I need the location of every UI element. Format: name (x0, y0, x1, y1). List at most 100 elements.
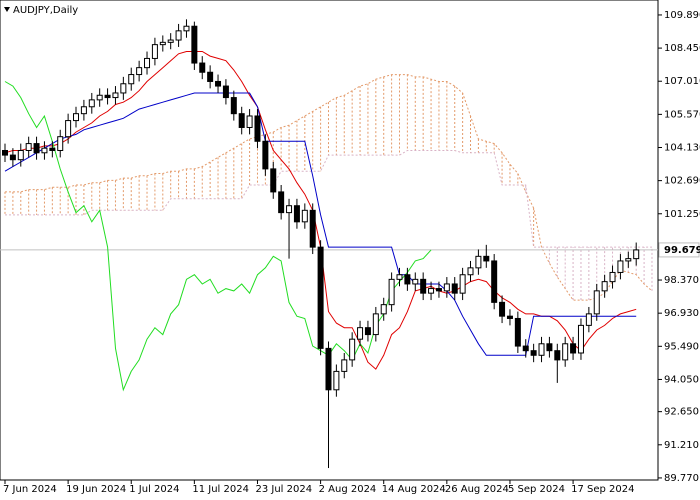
y-tick-label: 96.930 (664, 308, 699, 319)
candle-body (96, 94, 103, 101)
x-tick-label: 2 Aug 2024 (319, 484, 377, 495)
candle-body (562, 343, 569, 361)
candle-body (88, 99, 95, 108)
candle-body (25, 143, 32, 151)
x-tick-label: 26 Aug 2024 (445, 484, 509, 495)
candle-body (522, 345, 529, 352)
candle-body (270, 168, 277, 193)
candle-body (585, 313, 592, 326)
candle-body (309, 209, 316, 248)
candle-body (207, 71, 214, 82)
candle-body (601, 281, 608, 292)
candle-body (491, 260, 498, 303)
candle-body (191, 25, 198, 64)
x-tick-label: 19 Jun 2024 (66, 484, 126, 495)
candle-body (9, 154, 16, 161)
candle-body (475, 255, 482, 269)
candle-body (278, 191, 285, 214)
candle-body (396, 274, 403, 280)
y-tick-label: 109.890 (664, 10, 700, 21)
candle-body (246, 115, 253, 128)
candle-body (175, 30, 182, 41)
candle-body (577, 324, 584, 354)
candle-body (293, 205, 300, 223)
candle-body (546, 343, 553, 352)
cloud-span-b (5, 150, 652, 248)
y-tick-label: 98.370 (664, 275, 699, 286)
candle-body (617, 260, 624, 273)
y-tick-label: 107.010 (664, 76, 700, 87)
x-tick-label: 23 Jul 2024 (255, 484, 312, 495)
y-tick-label: 102.690 (664, 176, 700, 187)
title-icon (4, 7, 10, 12)
candle-body (609, 271, 616, 283)
candle-body (554, 350, 561, 361)
y-tick-label: 89.770 (664, 473, 699, 484)
y-tick-label: 104.130 (664, 142, 700, 153)
candle-body (380, 304, 387, 315)
candle-body (57, 136, 64, 151)
candle-body (238, 113, 245, 128)
candle-body (73, 113, 80, 122)
candle-body (41, 147, 48, 154)
plot-frame (0, 0, 659, 481)
candle-body (530, 350, 537, 356)
y-tick-label: 101.250 (664, 209, 700, 220)
candle-body (317, 246, 324, 349)
candle-body (199, 62, 206, 73)
candle-body (633, 249, 640, 260)
x-tick-label: 14 Aug 2024 (382, 484, 446, 495)
candle-body (167, 39, 174, 43)
candle-body (286, 205, 293, 214)
candle-body (443, 283, 450, 292)
x-tick-label: 11 Jul 2024 (192, 484, 249, 495)
price-label: 99.679 (664, 245, 700, 256)
y-tick-label: 105.570 (664, 109, 700, 120)
x-tick-label: 17 Sep 2024 (571, 484, 634, 495)
candle-body (325, 347, 332, 391)
x-tick-label: 1 Jul 2024 (129, 484, 179, 495)
candle-body (230, 97, 237, 115)
candle-body (538, 343, 545, 356)
candle-body (333, 370, 340, 391)
price-label-box (658, 242, 700, 258)
indicator-line (4, 92, 637, 356)
candle-body (428, 288, 435, 294)
x-tick-label: 5 Sep 2024 (508, 484, 565, 495)
y-tick-label: 91.210 (664, 440, 699, 451)
candle-body (183, 25, 190, 32)
candle-body (404, 274, 411, 285)
candle-body (144, 57, 151, 69)
candle-body (17, 149, 24, 161)
candle-body (435, 288, 442, 292)
candle-body (388, 278, 395, 306)
candle-body (357, 327, 364, 340)
candle-body (364, 327, 371, 336)
candle-body (151, 44, 158, 59)
y-tick-label: 95.490 (664, 341, 699, 352)
candle-body (112, 92, 119, 99)
candle-body (33, 143, 40, 154)
y-tick-label: 94.050 (664, 374, 699, 385)
candle-body (262, 140, 269, 170)
candle-body (254, 115, 261, 142)
candle-body (80, 106, 87, 115)
y-tick-label: 92.650 (664, 407, 699, 418)
candle-body (420, 278, 427, 294)
candle-body (2, 149, 8, 156)
candle-body (128, 74, 135, 85)
candle-body (506, 315, 513, 319)
candle-body (625, 258, 632, 262)
x-tick-label: 7 Jun 2024 (3, 484, 57, 495)
candle-body (459, 274, 466, 294)
plot-layer (0, 19, 658, 469)
candle-body (372, 313, 379, 336)
candle-body (215, 80, 222, 87)
candle-body (159, 41, 166, 46)
candle-body (451, 283, 458, 294)
candle-body (136, 67, 143, 76)
candle-body (467, 267, 474, 276)
candle-body (570, 343, 577, 354)
candle-body (222, 85, 229, 99)
